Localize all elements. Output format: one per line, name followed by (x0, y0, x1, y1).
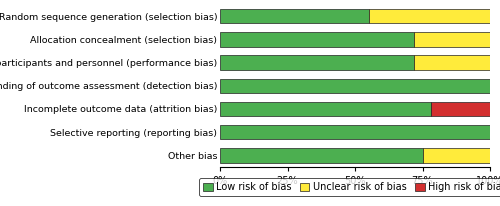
Bar (220, 32, 414, 47)
Bar (414, 55, 490, 70)
Bar (220, 78, 490, 93)
Bar (368, 9, 490, 23)
Legend: Low risk of bias, Unclear risk of bias, High risk of bias: Low risk of bias, Unclear risk of bias, … (199, 178, 500, 196)
Bar (430, 102, 490, 116)
Bar (220, 9, 368, 23)
Bar (220, 102, 430, 116)
Bar (220, 55, 414, 70)
Bar (422, 148, 490, 163)
Bar (220, 148, 422, 163)
Bar (414, 32, 490, 47)
Bar (220, 125, 490, 139)
